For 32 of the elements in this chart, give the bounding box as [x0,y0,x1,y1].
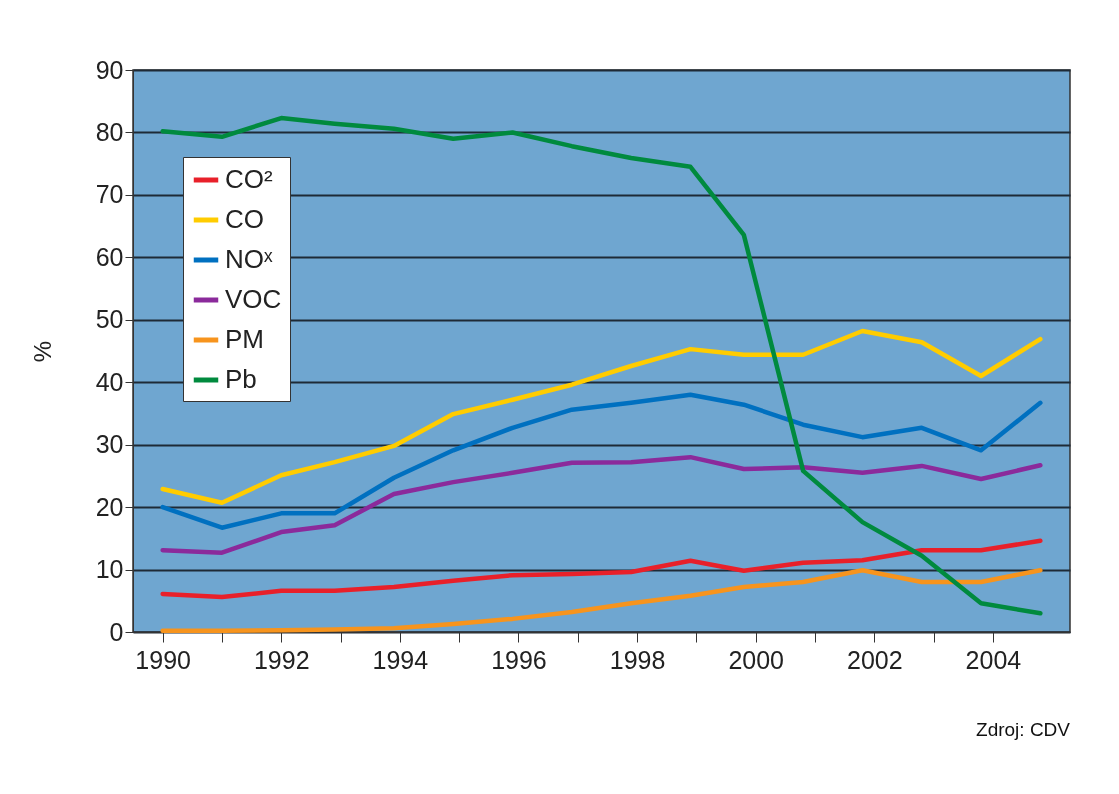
x-tick-label: 2000 [728,645,784,674]
line-series [160,392,1043,530]
legend-label: Pb [225,364,257,394]
legend-label: CO² [225,164,273,194]
x-tick-label: 1996 [491,645,547,674]
y-tick-label: 80 [95,117,124,146]
y-axis-title: % [28,340,56,363]
legend-label: VOC [225,284,282,314]
line-series [160,328,1043,505]
x-tick-label: 2002 [846,645,903,674]
legend-label: PM [225,324,264,354]
y-tick-label: 20 [95,492,124,521]
x-tick-label: 1998 [609,645,666,674]
y-tick-label: 60 [95,242,124,271]
line-series [160,454,1043,555]
x-tick-label: 1992 [253,645,310,674]
line-series [160,538,1043,600]
legend-label: NOˣ [225,244,273,274]
legend-label: CO [225,204,264,234]
x-tick-label: 1994 [372,645,429,674]
line-series [160,115,1043,616]
y-tick-label: 10 [95,555,124,584]
line-series [160,567,1043,633]
x-tick-label: 1990 [135,645,191,674]
y-tick-label: 0 [109,617,124,646]
y-tick-label: 90 [95,55,124,84]
x-tick-label: 2004 [965,645,1022,674]
y-tick-label: 70 [95,180,124,209]
text: Zdroj: CDV [976,719,1071,740]
y-tick-label: 30 [95,430,124,459]
y-tick-label: 40 [95,367,124,396]
y-tick-label: 50 [95,305,124,334]
